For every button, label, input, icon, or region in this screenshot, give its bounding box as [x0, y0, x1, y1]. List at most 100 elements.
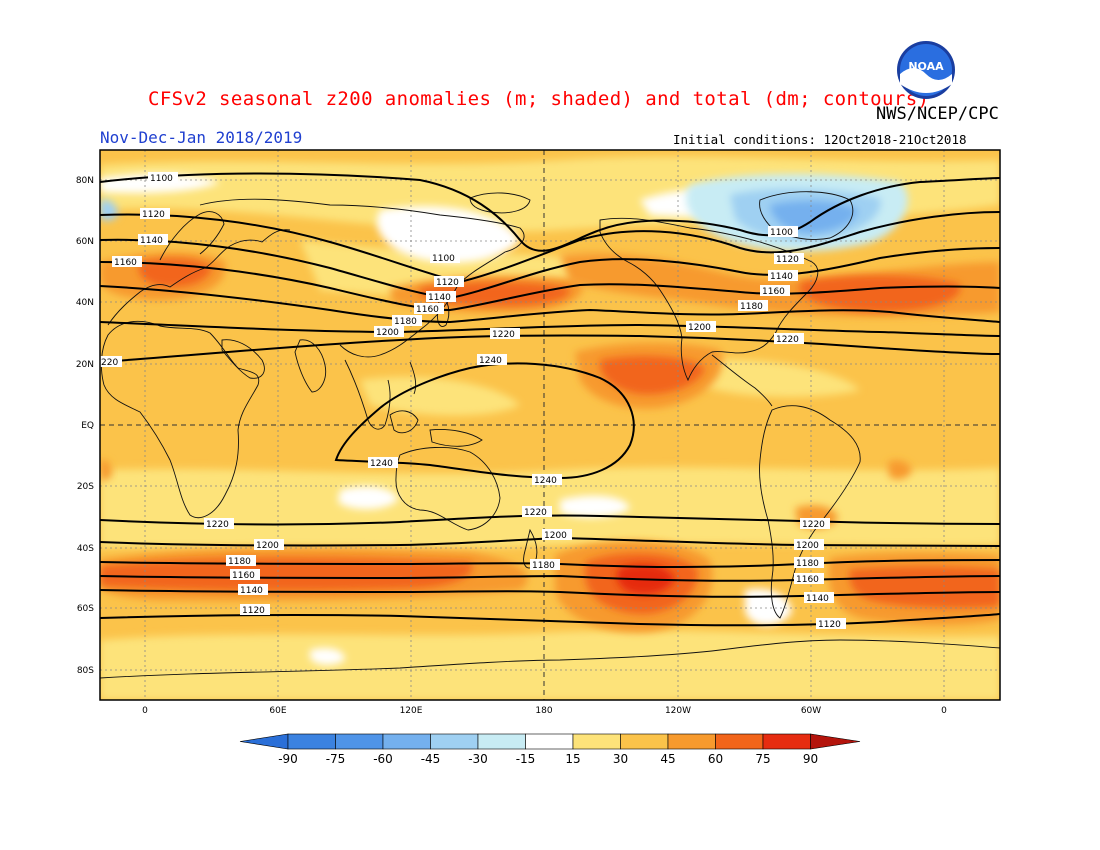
contour-label: 1200: [376, 328, 399, 338]
colorbar-label: -45: [421, 752, 441, 766]
initial-conditions-label: Initial conditions: 12Oct2018-21Oct2018: [673, 132, 967, 147]
contour-label: 1140: [140, 236, 163, 246]
contour-label: 1200: [544, 531, 567, 541]
colorbar-arrow-left: [239, 733, 289, 750]
contour-1100-nh: [100, 172, 1000, 252]
contour-label: 1140: [240, 586, 263, 596]
contour-label: 1200: [256, 541, 279, 551]
contour-label: 1140: [806, 594, 829, 604]
contour-label: 1180: [796, 559, 819, 569]
colorbar-label: 15: [565, 752, 580, 766]
anomaly-region: [360, 376, 520, 416]
contour-label: 1160: [416, 305, 439, 315]
contour-label: 1220: [492, 330, 515, 340]
contour-1120-nh: [100, 211, 1000, 284]
contour-label: 1160: [762, 287, 785, 297]
contour-label: 1160: [232, 571, 255, 581]
contour-label: 1200: [688, 323, 711, 333]
coastline-north-america: [599, 217, 819, 382]
longitude-axis: 0 60E 120E 180 120W 60W 0: [142, 706, 947, 716]
lat-label: 60N: [76, 237, 94, 247]
colorbar-cell: [572, 733, 621, 750]
coastline-indochina: [344, 359, 391, 430]
coastline-india: [294, 339, 327, 393]
lat-label: EQ: [81, 421, 94, 431]
contour-label: 1100: [770, 228, 793, 238]
contour-label: 1240: [534, 476, 557, 486]
anomaly-region: [800, 275, 961, 312]
lon-label: 120E: [400, 706, 423, 716]
anomaly-region: [100, 459, 112, 481]
colorbar-label: 75: [755, 752, 770, 766]
lat-label: 80S: [77, 666, 94, 676]
colorbar-label: -60: [373, 752, 393, 766]
lat-label: 20S: [77, 482, 94, 492]
coastline-antarctica: [100, 639, 1000, 679]
contour-1120-sh: [100, 613, 1000, 627]
contour-label: 1240: [370, 459, 393, 469]
lat-label: 40N: [76, 298, 94, 308]
contour-label: 1120: [776, 255, 799, 265]
contour-label: 1220: [776, 335, 799, 345]
anomaly-region: [745, 588, 792, 626]
equator-dateline: [100, 150, 1000, 700]
contour-label: 1100: [150, 174, 173, 184]
contour-label: 1160: [796, 575, 819, 585]
anomaly-region: [700, 359, 860, 397]
colorbar-label: 60: [708, 752, 723, 766]
contour-1140-sh: [100, 589, 1000, 598]
contour-label: 1120: [436, 278, 459, 288]
contour-1220-nh: [100, 334, 1000, 363]
colorbar-label: -30: [468, 752, 488, 766]
map-frame: [99, 149, 1001, 701]
contour-label: 1240: [479, 356, 502, 366]
coastline-borneo: [389, 410, 419, 434]
contour-label: 220: [101, 358, 118, 368]
colorbar-cell: [762, 733, 811, 750]
coastline-greenland: [759, 191, 854, 240]
coastline-arctic-islands: [469, 192, 531, 214]
anomaly-region: [560, 495, 630, 518]
anomaly-region: [420, 282, 571, 306]
shading-layer: 1100 1120 1140 1160 1100 1120 1140 1160 …: [100, 150, 1000, 700]
contour-1220-sh: [100, 514, 1000, 526]
coastline-south-america: [759, 405, 861, 619]
colorbar: -90 -75 -60 -45 -30 -15 15 30 45 60 75 90: [239, 733, 861, 766]
coastlines: [100, 191, 1000, 679]
contour-1160-sh: [100, 574, 1000, 582]
coastline-central-america: [711, 354, 773, 407]
colorbar-cell: [620, 733, 669, 750]
contour-1180-nh: [100, 285, 1000, 324]
colorbar-cell: [667, 733, 716, 750]
colorbar-label: -90: [278, 752, 298, 766]
coastline-arabia: [221, 339, 265, 379]
lon-label: 120W: [665, 706, 691, 716]
agency-label: NWS/NCEP/CPC: [876, 104, 999, 124]
colorbar-label: 90: [803, 752, 818, 766]
colorbar-cell: [382, 733, 431, 750]
contour-1160-nh: [100, 261, 1000, 312]
contour-label: 1180: [394, 317, 417, 327]
contour-label: 1120: [242, 606, 265, 616]
colorbar-cell: [287, 733, 336, 750]
coastline-newguinea: [429, 429, 483, 447]
contour-label: 1160: [114, 258, 137, 268]
contour-label: 1140: [428, 293, 451, 303]
latitude-axis: 80N 60N 40N 20N EQ 20S 40S 60S 80S: [76, 176, 94, 676]
contour-label: 1220: [802, 520, 825, 530]
lon-label: 0: [941, 706, 947, 716]
lon-label: 60E: [269, 706, 286, 716]
contour-label: 1180: [228, 557, 251, 567]
logo-text: NOAA: [908, 60, 944, 73]
colorbar-arrow-right: [810, 733, 861, 750]
coastline-scandinavia: [159, 211, 225, 261]
contour-label: 1180: [532, 561, 555, 571]
lat-label: 60S: [77, 604, 94, 614]
anomaly-region: [338, 486, 398, 510]
lat-label: 80N: [76, 176, 94, 186]
contour-1200-nh: [100, 321, 1000, 337]
contour-label: 1120: [142, 210, 165, 220]
colorbar-cell: [525, 733, 574, 750]
contour-label: 1100: [432, 254, 455, 264]
